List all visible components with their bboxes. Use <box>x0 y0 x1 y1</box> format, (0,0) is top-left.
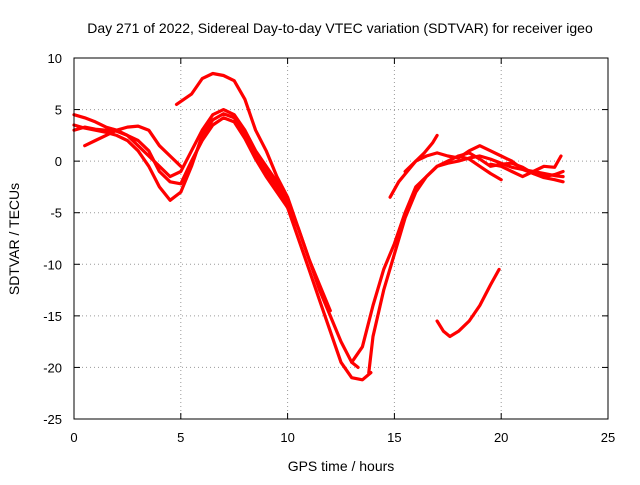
y-tick-label: 0 <box>55 154 62 169</box>
x-tick-label: 5 <box>177 430 184 445</box>
x-tick-label: 10 <box>280 430 294 445</box>
series-track-11 <box>456 154 503 182</box>
x-tick-label: 15 <box>387 430 401 445</box>
plot-frame <box>73 57 609 420</box>
x-tick-label: 20 <box>494 430 508 445</box>
y-tick-label: 5 <box>55 103 62 118</box>
series-track-12 <box>488 154 563 179</box>
y-tick-label: -25 <box>43 412 62 427</box>
x-tick-label: 0 <box>70 430 77 445</box>
y-tick-label: 10 <box>48 51 62 66</box>
chart-title: Day 271 of 2022, Sidereal Day-to-day VTE… <box>87 20 593 36</box>
y-tick-label: -15 <box>43 309 62 324</box>
series-track-5 <box>174 71 360 369</box>
series-group <box>72 71 565 382</box>
y-tick-label: -10 <box>43 257 62 272</box>
x-axis-label: GPS time / hours <box>288 458 395 474</box>
series-track-3 <box>72 116 290 210</box>
grid <box>74 58 608 419</box>
y-tick-label: -5 <box>50 206 62 221</box>
y-axis-label: SDTVAR / TECUs <box>6 183 22 295</box>
series-track-1 <box>72 112 373 382</box>
series-track-10 <box>435 267 501 339</box>
x-tick-label: 25 <box>601 430 615 445</box>
series-track-9 <box>403 144 565 179</box>
series-track-4 <box>83 124 183 168</box>
y-tick-label: -20 <box>43 360 62 375</box>
series-track-8 <box>388 133 439 199</box>
axis-ticks: 0 5 10 15 20 25 10 5 0 -5 -10 -15 -20 -25 <box>43 51 615 445</box>
